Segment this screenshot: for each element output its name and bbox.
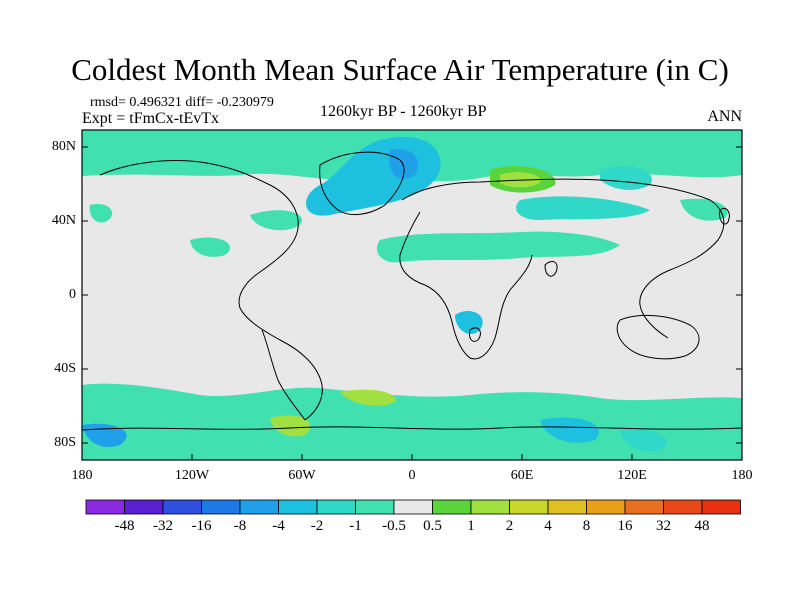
colorbar-swatch (663, 499, 703, 515)
colorbar-swatch (586, 499, 626, 515)
colorbar-swatch (624, 499, 664, 515)
colorbar-swatch (701, 499, 741, 515)
colorbar-label: -48 (114, 518, 135, 534)
lat-tick-40n: 40N (51, 213, 76, 228)
colorbar-label: 48 (694, 518, 710, 534)
lat-tick-40s: 40S (54, 361, 76, 376)
colorbar-label: -1 (349, 518, 362, 534)
colorbar-swatch (278, 499, 318, 515)
colorbar-swatch (509, 499, 549, 515)
season-label: ANN (707, 108, 742, 125)
colorbar-swatch (124, 499, 164, 515)
colorbar-swatch (470, 499, 510, 515)
colorbar-swatch (355, 499, 395, 515)
lat-tick-0: 0 (69, 287, 76, 302)
colorbar-label: -8 (233, 518, 247, 534)
lon-tick-180w: 180 (71, 468, 93, 483)
period-label: 1260kyr BP - 1260kyr BP (320, 103, 487, 120)
colorbar-swatch (547, 499, 587, 515)
colorbar (85, 499, 741, 515)
experiment-label: Expt = tFmCx-tEvTx (82, 110, 220, 127)
colorbar-swatch (201, 499, 241, 515)
lon-tick-0: 0 (408, 468, 416, 483)
axis-ticks (81, 146, 743, 460)
lon-tick-180e: 180 (731, 468, 753, 483)
stats-line: rmsd= 0.496321 diff= -0.230979 (90, 95, 274, 110)
lat-tick-80n: 80N (51, 139, 76, 154)
colorbar-label: -32 (153, 518, 173, 534)
colorbar-label: -4 (272, 518, 285, 534)
colorbar-swatch (239, 499, 279, 515)
colorbar-label: 4 (544, 518, 552, 534)
colorbar-label: 32 (656, 518, 671, 534)
colorbar-label: 1 (467, 518, 475, 534)
lon-tick-120e: 120E (617, 468, 647, 483)
lat-tick-80s: 80S (54, 435, 76, 450)
colorbar-swatch (432, 499, 472, 515)
map-title: Coldest Month Mean Surface Air Temperatu… (71, 52, 729, 87)
coastlines (81, 151, 743, 431)
lon-tick-60w: 60W (288, 468, 316, 483)
colorbar-swatch (85, 499, 125, 515)
colorbar-swatch (393, 499, 433, 515)
anomaly-patches (82, 130, 742, 460)
lon-tick-120w: 120W (174, 468, 210, 483)
colorbar-label: -2 (310, 518, 324, 534)
colorbar-label: 0.5 (423, 518, 442, 534)
colorbar-label: 16 (617, 518, 633, 534)
colorbar-label: 8 (582, 518, 591, 534)
colorbar-label: -0.5 (382, 518, 406, 534)
colorbar-swatch (162, 499, 202, 515)
colorbar-label: 2 (505, 518, 514, 534)
colorbar-swatch (316, 499, 356, 515)
lon-tick-60e: 60E (510, 468, 534, 483)
colorbar-label: -16 (191, 518, 212, 534)
